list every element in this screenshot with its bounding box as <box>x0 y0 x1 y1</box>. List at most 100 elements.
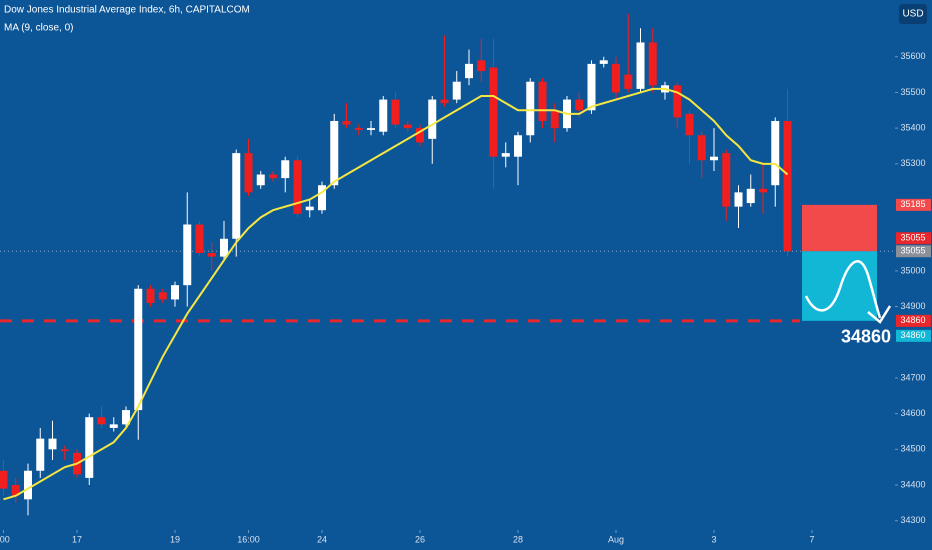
candle-body <box>122 410 130 425</box>
chart-title: Dow Jones Industrial Average Index, 6h, … <box>4 5 250 16</box>
price-tag-label: 34860 <box>900 330 925 340</box>
candle-body <box>599 60 608 64</box>
candle-body <box>685 113 694 136</box>
candle-body <box>440 99 449 104</box>
candle-body <box>771 120 780 186</box>
candle-body <box>648 42 657 86</box>
y-tick-label: 34500 <box>900 444 925 454</box>
candle-body <box>24 470 32 500</box>
candle-body <box>379 99 388 132</box>
candle-body <box>109 424 118 428</box>
x-tick-label: 19 <box>170 534 180 544</box>
price-tag <box>896 314 931 327</box>
candle-body <box>171 285 179 300</box>
candle-body <box>207 253 216 257</box>
candle-body <box>391 99 400 125</box>
candle-body <box>612 63 620 93</box>
candle-body <box>746 188 755 204</box>
y-tick-label: 34900 <box>900 301 925 311</box>
candle-body <box>550 110 559 129</box>
x-tick-label: 28 <box>513 534 523 544</box>
y-tick-label: 34400 <box>900 479 925 489</box>
candle-body <box>722 153 731 207</box>
x-tick-label: Aug <box>608 534 624 544</box>
x-tick-label: 17 <box>72 534 82 544</box>
candle-body <box>48 438 57 450</box>
candle-body <box>281 160 290 179</box>
indicator-label: MA (9, close, 0) <box>4 23 73 34</box>
candle-body <box>11 485 20 496</box>
candle-body <box>256 174 265 186</box>
price-tag-label: 34860 <box>900 315 925 325</box>
candle-body <box>587 63 596 111</box>
candle-body <box>673 85 682 118</box>
candle-body <box>465 63 473 79</box>
candle-body <box>146 288 155 304</box>
candle-body <box>624 74 633 89</box>
candle-body <box>342 120 351 125</box>
currency-label: USD <box>902 9 923 20</box>
price-tag <box>896 329 931 342</box>
candle-body <box>367 128 375 130</box>
projection-arrow <box>867 305 892 324</box>
y-tick-label: 34700 <box>900 372 925 382</box>
target-annotation: 34860 <box>841 327 891 347</box>
price-tag <box>896 232 931 245</box>
candle-body <box>134 288 143 411</box>
candle-body <box>526 81 535 136</box>
candle-body <box>354 128 363 130</box>
candle-body <box>60 449 69 452</box>
candle-body <box>501 153 510 157</box>
y-tick-label: 35500 <box>900 87 925 97</box>
candle-body <box>305 206 314 211</box>
candle-body <box>97 417 106 425</box>
projection-curve <box>804 260 882 319</box>
stop-zone <box>802 204 877 252</box>
candle-body <box>0 470 8 489</box>
candle-body <box>416 128 424 143</box>
candle-body <box>489 67 498 157</box>
candle-body <box>318 185 326 211</box>
x-tick-label: 7 <box>809 534 814 544</box>
price-tag-label: 35185 <box>900 199 925 209</box>
y-tick-label: 35000 <box>900 265 925 275</box>
candle-body <box>330 120 339 186</box>
candle-body <box>220 238 228 257</box>
y-tick-label: 35600 <box>900 51 925 61</box>
candle-body <box>734 192 743 207</box>
ma-line <box>3 87 789 501</box>
candle-body <box>195 224 204 254</box>
candle-body <box>575 99 584 111</box>
price-tag-label: 35055 <box>900 246 925 256</box>
candle-body <box>538 81 547 121</box>
candle-body <box>514 135 522 157</box>
candle-body <box>428 99 437 139</box>
candle-body <box>36 438 45 471</box>
candle-body <box>477 60 486 72</box>
x-tick-label: 3 <box>711 534 716 544</box>
x-tick-label: 26 <box>415 534 425 544</box>
candle-body <box>697 135 706 161</box>
candle-body <box>710 156 718 161</box>
x-tick-label: 16:00 <box>237 534 260 544</box>
candle-body <box>158 292 167 300</box>
price-tag <box>896 198 931 211</box>
x-tick-label: :00 <box>0 534 10 544</box>
candle-body <box>783 120 792 252</box>
candle-body <box>759 188 767 193</box>
currency-button[interactable] <box>899 4 927 24</box>
y-tick-label: 34600 <box>900 408 925 418</box>
y-tick-label: 35300 <box>900 158 925 168</box>
candle-body <box>452 81 461 100</box>
price-tag-label: 35055 <box>900 233 925 243</box>
candle-body <box>293 160 302 214</box>
candle-body <box>85 417 94 478</box>
candle-body <box>403 124 412 129</box>
candle-body <box>636 42 645 89</box>
y-tick-label: 34300 <box>900 515 925 525</box>
candle-body <box>244 153 253 193</box>
y-tick-label: 35400 <box>900 123 925 133</box>
